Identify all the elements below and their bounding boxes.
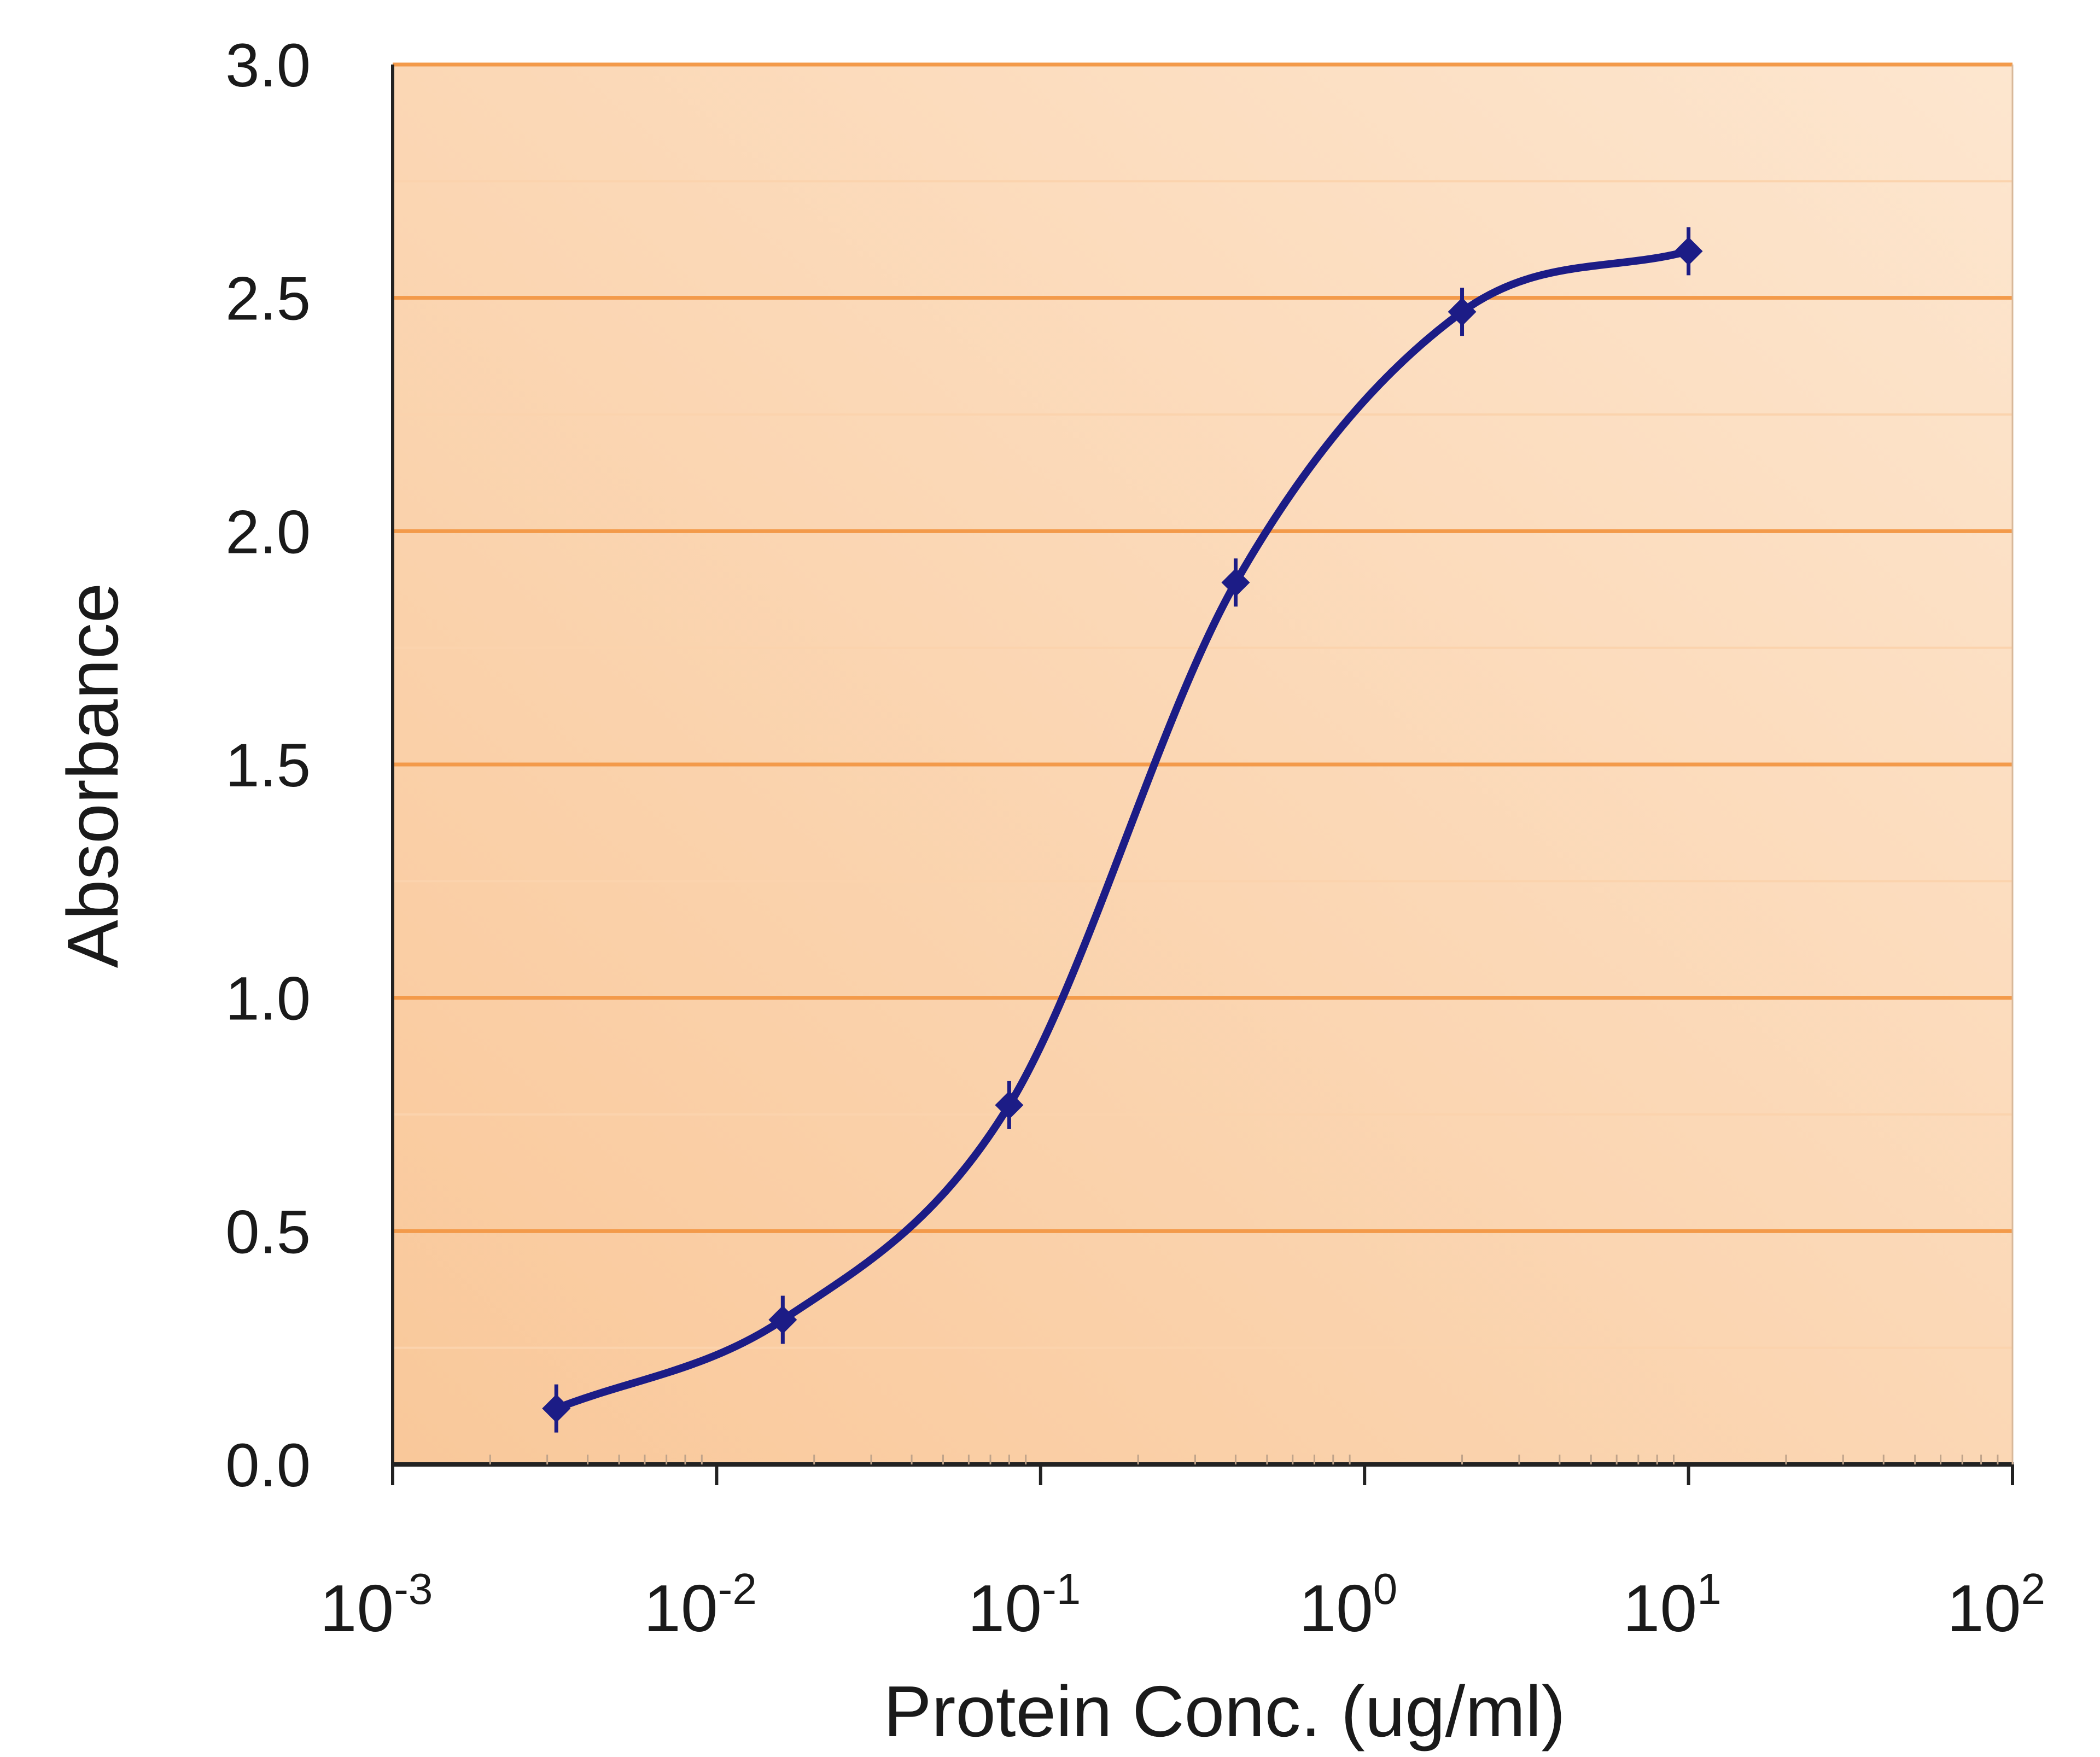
y-axis-tick-labels: 0.0 0.5 1.0 1.5 2.0 2.5 3.0 — [225, 31, 311, 1499]
y-tick-label: 1.0 — [225, 965, 311, 1033]
data-point-marker — [1221, 568, 1250, 597]
x-tick-label: 100 — [1299, 1565, 1397, 1645]
data-point-marker — [1448, 297, 1477, 326]
data-series — [542, 227, 1703, 1433]
data-point-marker — [542, 1394, 571, 1423]
axes — [391, 65, 2014, 1485]
y-tick-label: 3.0 — [225, 31, 311, 100]
data-point-marker — [995, 1090, 1024, 1119]
x-tick-label: 10-2 — [644, 1565, 757, 1645]
y-tick-label: 0.0 — [225, 1431, 311, 1499]
data-point-marker — [1674, 237, 1703, 266]
x-tick-label: 10-3 — [320, 1565, 433, 1645]
x-axis-label: Protein Conc. (ug/ml) — [883, 1671, 1565, 1752]
x-tick-label: 102 — [1947, 1565, 2045, 1645]
y-tick-label: 2.5 — [225, 265, 311, 333]
y-tick-label: 2.0 — [225, 498, 311, 566]
x-tick-label: 10-1 — [967, 1565, 1081, 1645]
data-point-marker — [768, 1305, 797, 1334]
x-tick-label: 101 — [1623, 1565, 1721, 1645]
y-tick-label: 0.5 — [225, 1198, 311, 1266]
x-axis-tick-labels: 10-3 10-2 10-1 100 101 102 — [320, 1565, 2046, 1645]
y-tick-label: 1.5 — [225, 731, 311, 799]
y-axis-label: Absorbance — [52, 583, 133, 968]
gridlines — [393, 62, 2012, 1349]
